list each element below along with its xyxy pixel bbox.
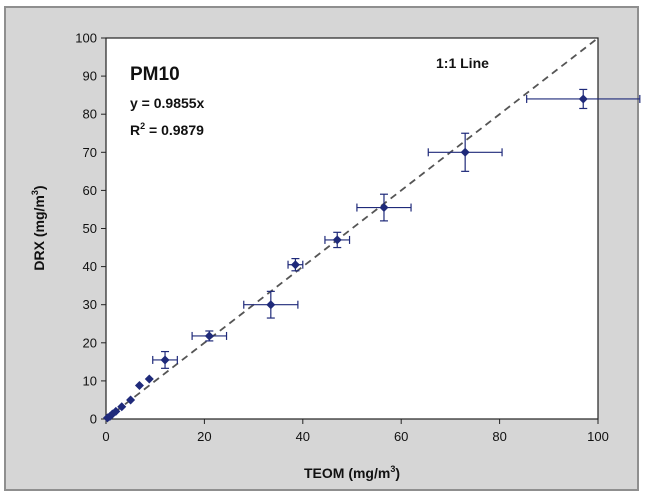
y-tick-label: 30: [83, 297, 97, 312]
x-tick-label: 20: [197, 429, 211, 444]
y-tick-label: 100: [75, 31, 97, 46]
x-tick-label: 80: [492, 429, 506, 444]
y-tick-label: 60: [83, 183, 97, 198]
ticks-group: 0 20 40 60 80 100 0 10 20 30 40 50 60 70 80 90 100: [75, 31, 609, 445]
y-axis-label: DRX (mg/m3): [30, 185, 47, 270]
x-tick-label: 100: [587, 429, 609, 444]
data-point: [204, 331, 214, 341]
data-point: [160, 355, 170, 365]
points-group: [102, 94, 588, 423]
data-point: [266, 300, 276, 310]
y-tick-label: 90: [83, 69, 97, 84]
regression-equation: y = 0.9855x: [130, 95, 205, 111]
reference-line-1-to-1: [105, 37, 599, 420]
data-point: [126, 395, 136, 405]
reference-line-group: [105, 37, 599, 420]
reference-line-label: 1:1 Line: [436, 55, 489, 71]
x-tick-label: 60: [394, 429, 408, 444]
x-tick-label: 0: [102, 429, 109, 444]
y-tick-label: 80: [83, 107, 97, 122]
y-tick-label: 0: [90, 412, 97, 427]
y-tick-label: 10: [83, 373, 97, 388]
data-point: [578, 94, 588, 104]
y-tick-label: 20: [83, 335, 97, 350]
y-tick-label: 40: [83, 259, 97, 274]
data-point: [460, 147, 470, 157]
data-point: [117, 402, 127, 412]
y-tick-label: 50: [83, 221, 97, 236]
r-squared-label: R2 = 0.9879: [130, 121, 204, 138]
data-point: [332, 235, 342, 245]
x-axis-label: TEOM (mg/m3): [304, 464, 400, 481]
y-tick-label: 70: [83, 145, 97, 160]
chart-title: PM10: [130, 64, 180, 85]
x-tick-label: 40: [296, 429, 310, 444]
data-point: [290, 260, 300, 270]
data-point: [144, 374, 154, 384]
data-point: [134, 380, 144, 390]
data-point: [111, 406, 121, 416]
data-point: [379, 203, 389, 213]
